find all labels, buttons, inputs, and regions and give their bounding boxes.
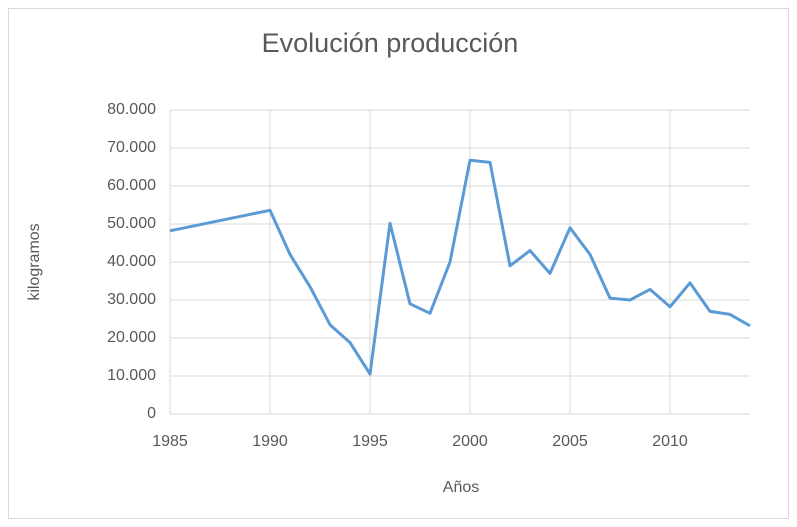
y-axis-label: kilogramos	[26, 223, 43, 300]
y-tick-label: 70.000	[107, 139, 156, 156]
x-tick-label: 1990	[252, 433, 288, 450]
y-tick-label: 50.000	[107, 215, 156, 232]
y-tick-label: 30.000	[107, 291, 156, 308]
y-tick-label: 40.000	[107, 253, 156, 270]
y-tick-label: 0	[147, 405, 156, 422]
x-tick-label: 1985	[152, 433, 188, 450]
x-tick-label: 1995	[352, 433, 388, 450]
chart-title: Evolución producción	[262, 28, 519, 58]
line-series	[169, 158, 751, 376]
x-axis-label: Años	[443, 479, 479, 496]
x-tick-label: 2000	[452, 433, 488, 450]
y-tick-label: 20.000	[107, 329, 156, 346]
y-tick-label: 60.000	[107, 177, 156, 194]
x-tick-label: 2005	[552, 433, 588, 450]
x-tick-label: 2010	[652, 433, 688, 450]
y-tick-label: 80.000	[107, 101, 156, 118]
y-tick-label: 10.000	[107, 367, 156, 384]
